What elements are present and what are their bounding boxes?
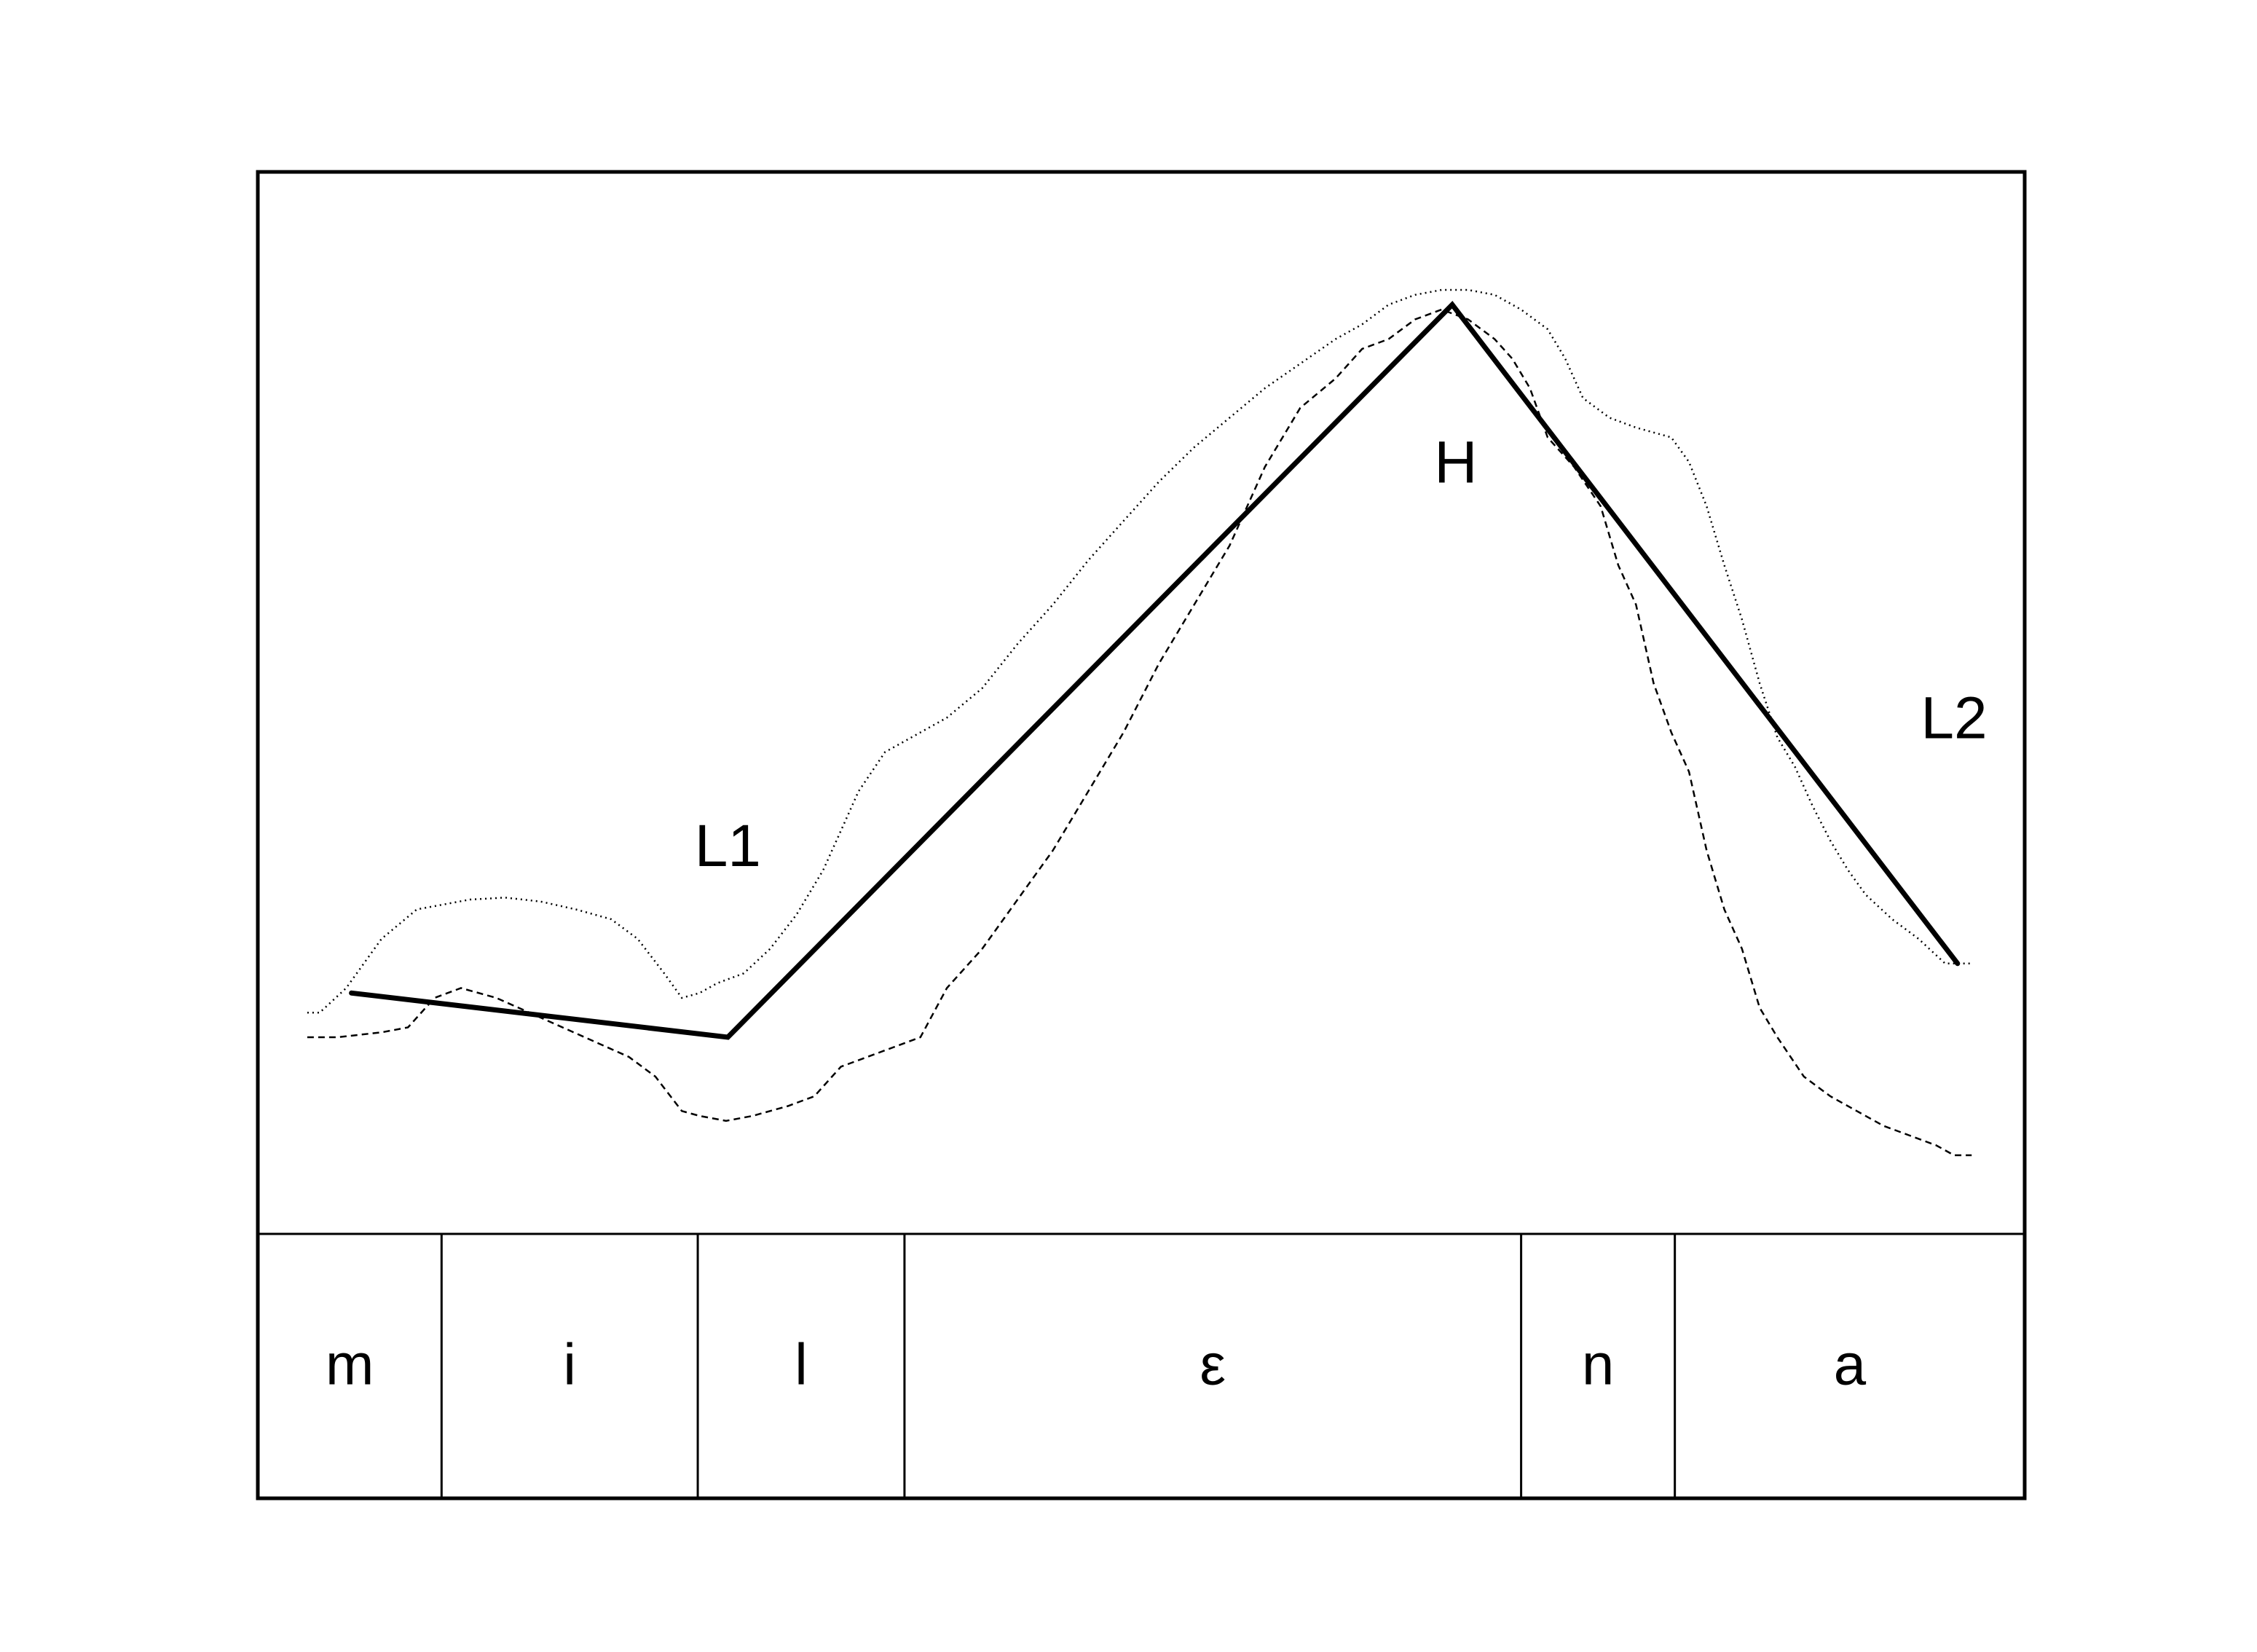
- tone-label-h: H: [1434, 430, 1477, 496]
- pitch-plot: L1 H L2: [307, 288, 1988, 1157]
- segment-label: n: [1582, 1332, 1615, 1397]
- tone-label-l2: L2: [1921, 685, 1987, 752]
- segment-label: l: [795, 1332, 808, 1397]
- segment-label: m: [326, 1332, 374, 1397]
- segment-label: ε: [1200, 1332, 1226, 1397]
- segment-label: a: [1834, 1332, 1867, 1397]
- series-line-stylized: [349, 300, 1961, 1040]
- segment-label: i: [563, 1332, 576, 1397]
- figure-frame: [256, 170, 2027, 1500]
- series-line-dashed: [307, 308, 1972, 1157]
- tone-label-l1: L1: [695, 813, 761, 879]
